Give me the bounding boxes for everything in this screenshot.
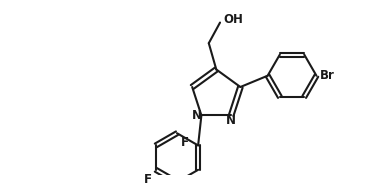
Text: N: N — [226, 113, 236, 126]
Text: F: F — [144, 173, 152, 186]
Text: F: F — [181, 136, 189, 149]
Text: N: N — [192, 109, 202, 122]
Text: Br: Br — [320, 69, 335, 82]
Text: OH: OH — [224, 13, 244, 26]
